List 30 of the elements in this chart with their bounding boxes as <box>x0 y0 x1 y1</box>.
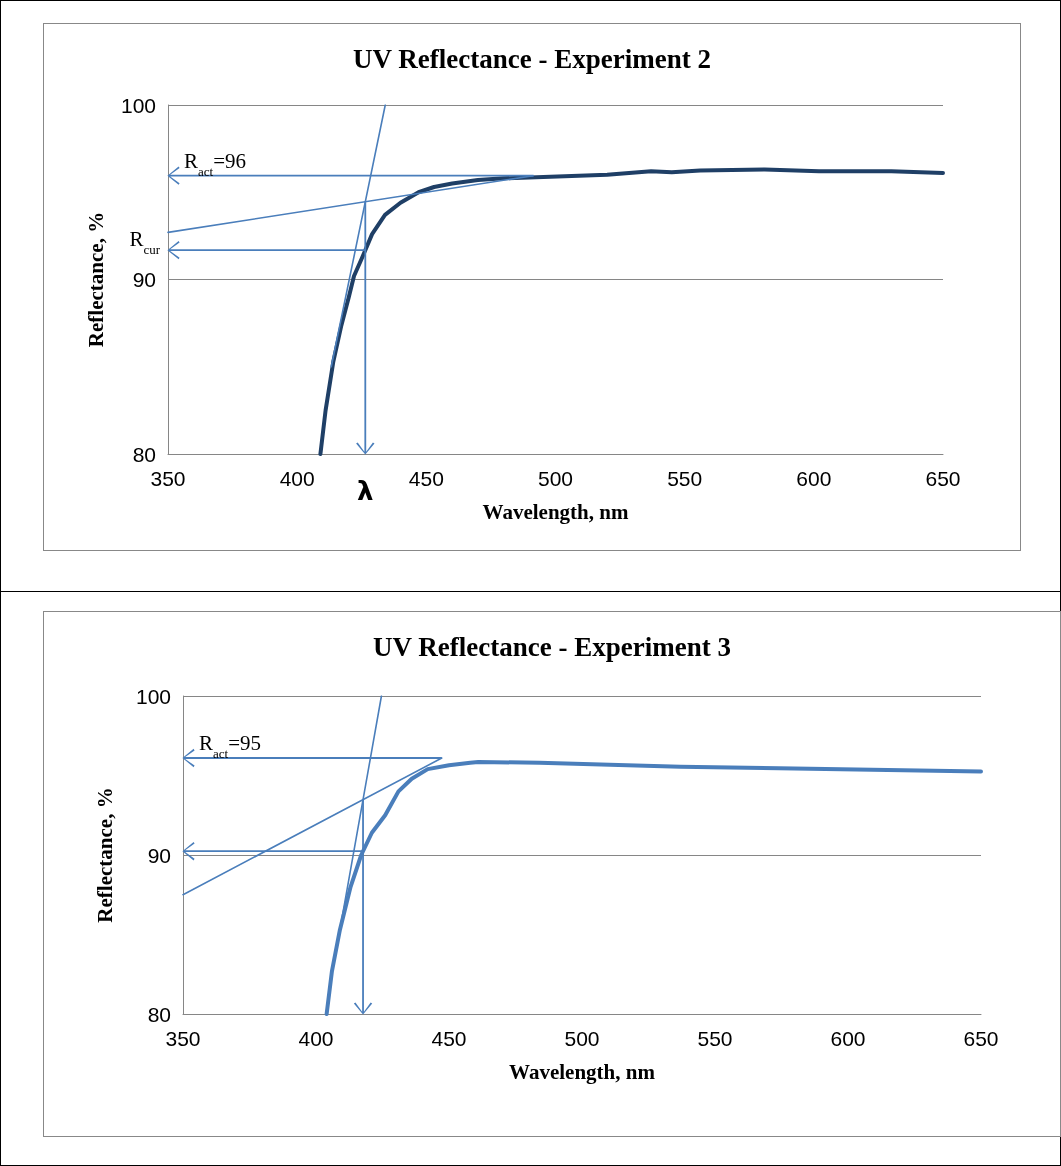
x-tick-label: 550 <box>667 467 703 490</box>
x-tick-label: 450 <box>408 467 444 490</box>
x-tick-label: 450 <box>431 1027 467 1050</box>
y-axis-title: Reflectance, % <box>83 211 108 348</box>
x-tick-label: 550 <box>697 1027 733 1050</box>
y-tick-label: 100 <box>120 93 156 117</box>
x-tick-label: 400 <box>298 1027 334 1050</box>
x-tick-label: 400 <box>279 467 315 490</box>
x-tick-label: 350 <box>165 1027 201 1050</box>
annotation: R$_{act}$=96 <box>184 148 247 179</box>
y-tick-label: 80 <box>147 1002 171 1026</box>
x-tick-label: 650 <box>925 467 961 490</box>
x-tick-label: 650 <box>963 1027 999 1050</box>
x-tick-label: 350 <box>150 467 186 490</box>
y-tick-label: 100 <box>135 684 171 708</box>
x-tick-label: 500 <box>537 467 574 490</box>
text: R$_{cur}$ <box>129 227 161 257</box>
y-tick-label: 90 <box>147 843 171 867</box>
y-axis-title: Reflectance, % <box>92 787 117 923</box>
text: λ <box>357 476 374 506</box>
y-tick-label: 90 <box>132 268 156 291</box>
x-tick-label: 600 <box>830 1027 866 1050</box>
chart-title: UV Reflectance - Experiment 3 <box>373 631 731 662</box>
annotation: R$_{act}$=95 <box>199 731 262 761</box>
x-tick-label: 600 <box>796 467 832 490</box>
chart-title: UV Reflectance - Experiment 2 <box>353 43 711 74</box>
x-axis-title: Wavelength, nm <box>509 1059 656 1084</box>
y-tick-label: 80 <box>132 442 156 466</box>
x-tick-label: 500 <box>564 1027 600 1050</box>
x-axis-title: Wavelength, nm <box>482 499 629 524</box>
